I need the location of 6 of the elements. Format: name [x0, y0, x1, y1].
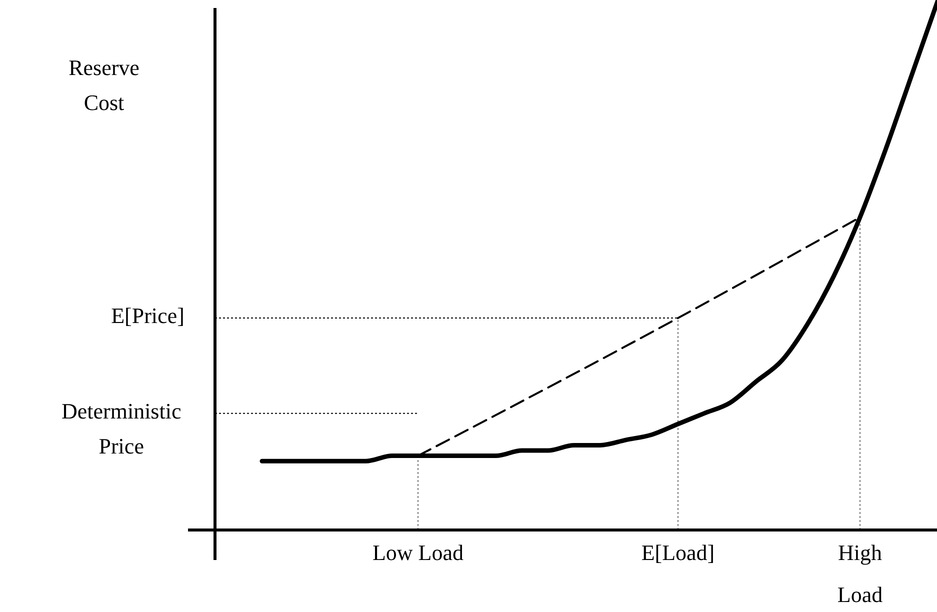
x-tick-label: High Load: [837, 540, 883, 607]
x-tick-label: Low Load: [372, 540, 464, 566]
ref-line-label: E[Price]: [111, 303, 184, 328]
x-tick-label: E[Load]: [641, 540, 715, 566]
y-axis-title: Reserve Cost: [68, 55, 140, 116]
ref-line-label: Deterministic Price: [61, 398, 182, 459]
